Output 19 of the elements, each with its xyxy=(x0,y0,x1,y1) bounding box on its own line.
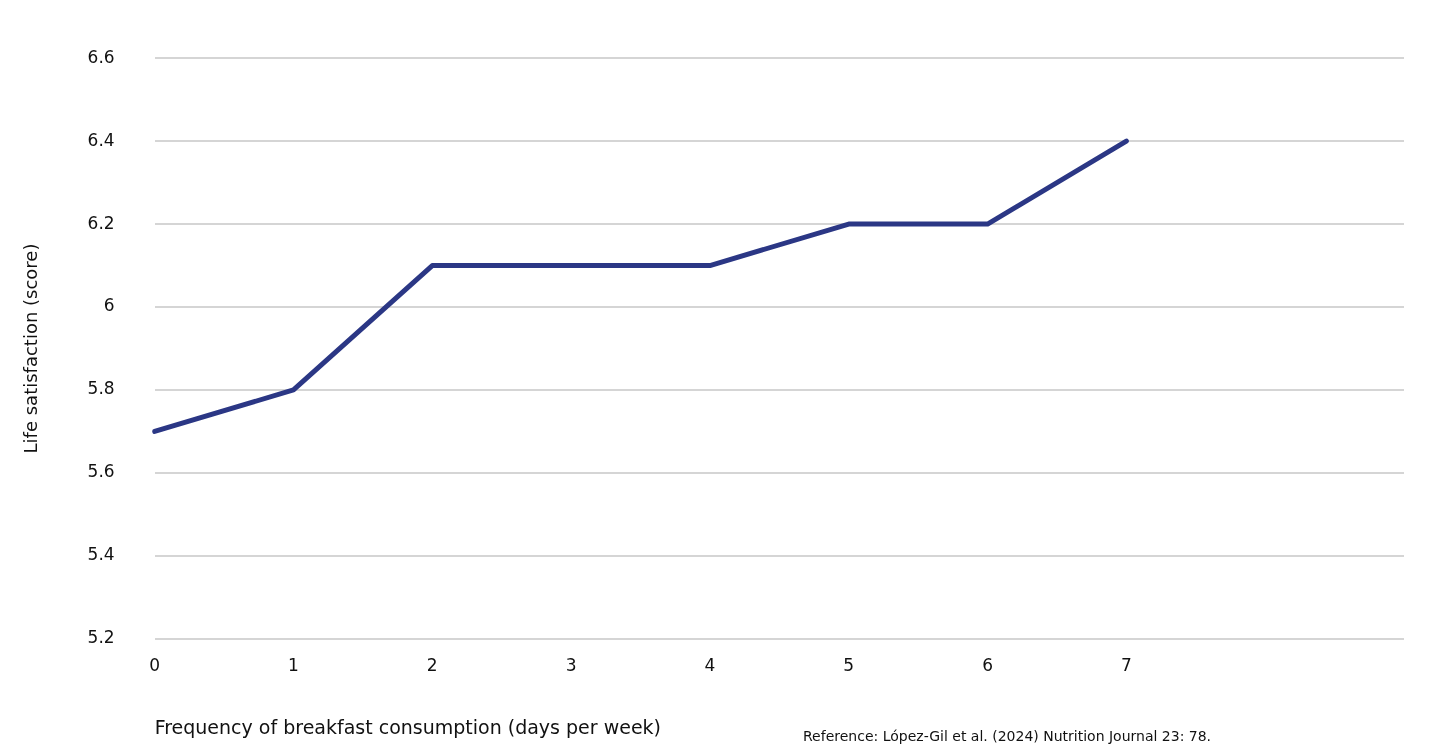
x-tick-label: 5 xyxy=(843,655,855,676)
x-tick-label: 2 xyxy=(426,655,438,676)
x-tick-label: 3 xyxy=(565,655,577,676)
y-tick-label: 5.4 xyxy=(87,544,115,565)
y-tick-label: 5.8 xyxy=(87,378,115,399)
x-tick-label: 7 xyxy=(1120,655,1132,676)
x-axis-title: Frequency of breakfast consumption (days per week) xyxy=(154,715,661,738)
y-tick-label: 5.6 xyxy=(87,461,115,482)
y-axis-title: Life satisfaction (score) xyxy=(20,243,42,454)
y-tick-label: 6.4 xyxy=(87,129,115,150)
y-tick-label: 6.6 xyxy=(87,46,115,67)
text: Reference: López-Gil et al. (2024) Nutrition Journal 23: 78. xyxy=(803,727,1212,744)
y-tick-label: 6.2 xyxy=(87,212,115,233)
x-tick-label: 4 xyxy=(704,655,716,676)
y-tick-label: 6 xyxy=(103,295,115,316)
x-tick-label: 6 xyxy=(982,655,993,676)
y-tick-label: 5.2 xyxy=(87,627,115,648)
x-tick-label: 0 xyxy=(149,655,161,676)
x-tick-label: 1 xyxy=(288,655,299,676)
